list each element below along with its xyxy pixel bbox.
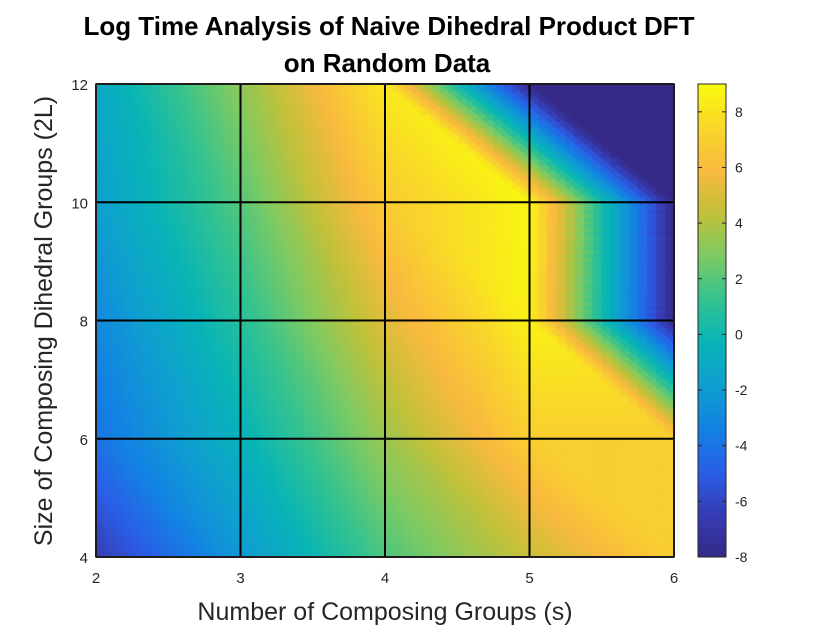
y-tick-label: 10: [71, 195, 88, 212]
heatmap-cell: [239, 83, 386, 203]
x-tick-label: 2: [92, 570, 100, 587]
heatmap-cell: [239, 201, 386, 322]
chart-subtitle: on Random Data: [284, 48, 491, 78]
x-axis-label: Number of Composing Groups (s): [197, 598, 572, 626]
heatmap-cell: [528, 201, 675, 322]
colorbar-tick-label: -2: [735, 382, 748, 398]
x-axis-ticks: 2 3 4 5 6: [92, 570, 678, 587]
x-tick-label: 3: [236, 570, 244, 587]
heatmap-cell: [384, 319, 531, 440]
colorbar-tick-label: 0: [735, 326, 743, 342]
heatmap-cell: [384, 83, 531, 203]
y-tick-label: 6: [80, 432, 88, 449]
colorbar: -8 -6 -4 -2 0 2 4 6 8: [697, 83, 748, 565]
y-tick-label: 12: [71, 77, 88, 94]
colorbar-tick-label: -6: [735, 493, 748, 509]
heatmap-cell: [239, 438, 386, 558]
colorbar-tick-label: -8: [735, 549, 748, 565]
x-tick-label: 5: [525, 570, 533, 587]
colorbar-tick-label: -4: [735, 438, 748, 454]
heatmap-cell: [95, 319, 242, 440]
y-tick-label: 4: [80, 550, 88, 567]
heatmap-cell: [384, 201, 531, 322]
colorbar-frame: [697, 83, 727, 558]
colorbar-tick-label: 8: [735, 104, 743, 120]
colorbar-tick-label: 2: [735, 271, 743, 287]
colorbar-tick-label: 4: [735, 215, 743, 231]
x-tick-label: 6: [670, 570, 678, 587]
heatmap-cell: [528, 319, 675, 440]
heatmap-cell: [384, 438, 531, 558]
heatmap-cell: [95, 201, 242, 322]
chart-title: Log Time Analysis of Naive Dihedral Prod…: [83, 11, 694, 41]
y-axis-ticks: 4 6 8 10 12: [71, 77, 88, 567]
colorbar-tick-label: 6: [735, 159, 743, 175]
heatmap-cell: [95, 438, 242, 558]
heatmap-cell: [528, 83, 675, 203]
x-tick-label: 4: [381, 570, 389, 587]
heatmap-cell: [239, 319, 386, 440]
heatmap-cell: [95, 83, 242, 203]
y-axis-label: Size of Composing Dihedral Groups (2L): [30, 96, 58, 546]
y-tick-label: 8: [80, 314, 88, 331]
heatmap-cell: [528, 438, 675, 558]
axes-box: [95, 83, 675, 558]
